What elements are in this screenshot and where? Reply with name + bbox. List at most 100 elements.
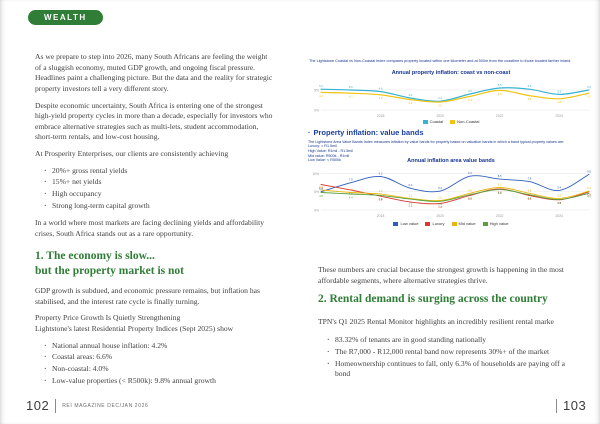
svg-text:3.8: 3.8 (379, 198, 383, 202)
svg-text:3.9: 3.9 (557, 89, 561, 93)
legend-item: Non-Coastal (450, 119, 479, 124)
svg-text:2.8: 2.8 (557, 100, 561, 104)
caption-line: Luxury: > R1.5mil (308, 144, 337, 149)
list-item: 15%+ net yields (44, 177, 274, 188)
caption-line: High Value: R1mil - R1.5mil (308, 148, 354, 153)
svg-text:2018: 2018 (377, 214, 385, 218)
svg-text:3.2: 3.2 (408, 193, 412, 197)
svg-text:4.2: 4.2 (349, 95, 353, 99)
svg-text:9.3: 9.3 (468, 171, 472, 175)
legend-swatch (482, 222, 488, 226)
rental-list: 83.32% of tenants are in good standing n… (318, 335, 582, 380)
legend-item: Mid value (451, 221, 476, 226)
svg-text:4.0: 4.0 (379, 197, 383, 201)
svg-text:4.6: 4.6 (587, 195, 591, 199)
paragraph-opportunity: In a world where most markets are facing… (35, 218, 265, 238)
coastal-index-caption: The Lightstone Coastal vs Non-Coastal In… (309, 59, 572, 63)
chart1-title: Annual property inflation: coast vs non-… (391, 70, 511, 76)
svg-text:4.0: 4.0 (468, 197, 472, 201)
heading-line: 1. The economy is slow... (35, 250, 155, 263)
svg-text:0%: 0% (314, 208, 319, 212)
left-footer: 102 REI MAGAZINE DEC/JAN 2026 (26, 398, 148, 413)
right-footer: 103 (556, 398, 586, 413)
svg-text:4.9: 4.9 (498, 92, 502, 96)
svg-text:0%: 0% (314, 108, 319, 112)
list-item: High occupancy (44, 189, 274, 200)
svg-text:7.8: 7.8 (528, 177, 532, 181)
legend-item: Low value (393, 221, 418, 226)
paragraph-price-growth: Property Price Growth Is Quietly Strengt… (35, 313, 181, 323)
footer-divider (556, 398, 557, 413)
page-number-right: 103 (563, 398, 587, 413)
list-item: Non-coastal: 4.0% (44, 364, 274, 375)
svg-text:2.2: 2.2 (438, 96, 442, 100)
section-1-heading: 1. The economy is slow... but the proper… (35, 249, 274, 278)
list-item: Coastal areas: 6.6% (44, 352, 274, 363)
caption-line: Mid value: R500k - R1mil (308, 153, 350, 158)
chart2-legend: Low value Luxury Mid value High value (310, 221, 592, 226)
list-item: Low-value properties (< R500k): 9.8% ann… (44, 376, 274, 387)
svg-text:9.2: 9.2 (379, 172, 383, 176)
svg-text:4.2: 4.2 (587, 95, 591, 99)
svg-text:4.6: 4.6 (528, 188, 532, 192)
svg-text:2022: 2022 (496, 214, 504, 218)
svg-text:2020: 2020 (436, 114, 444, 118)
left-page-column: As we prepare to step into 2026, many So… (35, 52, 274, 393)
svg-text:5%: 5% (314, 88, 319, 92)
svg-text:2.6: 2.6 (408, 101, 412, 105)
chart1-legend: Coastal Non-Coastal (310, 119, 592, 124)
svg-text:5.0: 5.0 (349, 85, 353, 89)
svg-text:5.2: 5.2 (587, 186, 591, 190)
legend-swatch (393, 222, 399, 226)
svg-text:5.2: 5.2 (438, 186, 442, 190)
svg-text:2.0: 2.0 (438, 103, 442, 107)
paragraph-prosperity: At Prosperity Enterprises, our clients a… (35, 149, 229, 158)
svg-text:2020: 2020 (436, 214, 444, 218)
svg-text:2.9: 2.9 (557, 201, 561, 205)
svg-text:5%: 5% (314, 190, 319, 194)
svg-text:8.5: 8.5 (498, 174, 502, 178)
svg-text:4.4: 4.4 (319, 94, 323, 98)
svg-text:2.6: 2.6 (438, 196, 442, 200)
section-2-heading: 2. Rental demand is surging across the c… (318, 293, 548, 306)
svg-text:7.0: 7.0 (319, 186, 323, 190)
svg-text:2018: 2018 (377, 114, 385, 118)
list-item: 83.32% of tenants are in good standing n… (327, 335, 582, 346)
svg-text:5.4: 5.4 (557, 185, 561, 189)
svg-text:4.2: 4.2 (468, 196, 472, 200)
coast-vs-noncoast-chart: 0% 5% 2018 2020 2022 2024 5.2 5.0 4.6 3.0 2.2 4.0 5.… (314, 83, 591, 118)
page-number-left: 102 (26, 398, 50, 413)
svg-text:5.2: 5.2 (528, 84, 532, 88)
legend-item: Coastal (422, 119, 443, 124)
svg-text:5.5: 5.5 (319, 185, 323, 189)
svg-text:4.6: 4.6 (379, 87, 383, 91)
svg-text:4.8: 4.8 (349, 188, 353, 192)
value-bands-heading: Property inflation: value bands (308, 128, 424, 137)
svg-text:10%: 10% (312, 172, 319, 176)
caption-line: The Lightstone Area Value Bands Index me… (308, 139, 565, 144)
footer-divider (55, 398, 57, 413)
svg-text:4.8: 4.8 (319, 194, 323, 198)
svg-text:2024: 2024 (555, 214, 563, 218)
svg-text:4.0: 4.0 (528, 197, 532, 201)
yields-list: 20%+ gross rental yields 15%+ net yields… (35, 166, 274, 212)
svg-text:4.4: 4.4 (379, 189, 383, 193)
magazine-name: REI MAGAZINE DEC/JAN 2026 (62, 402, 149, 409)
svg-text:9.8: 9.8 (587, 169, 591, 173)
value-bands-caption: The Lightstone Area Value Bands Index me… (308, 140, 592, 164)
svg-text:2.8: 2.8 (557, 201, 561, 205)
svg-text:5.8: 5.8 (498, 190, 502, 194)
svg-text:6.2: 6.2 (498, 182, 502, 186)
paragraph-gdp: GDP growth is subdued, and economic pres… (35, 286, 260, 306)
svg-text:5.0: 5.0 (319, 187, 323, 191)
paragraph-lightstone: Lightstone's latest Residential Property… (35, 324, 234, 333)
svg-text:2.4: 2.4 (438, 203, 442, 207)
paragraph-tpn: TPN's Q1 2025 Rental Monitor highlights … (318, 316, 554, 326)
value-bands-chart: 0% 5% 10% 2018 2020 2022 2024 5.0 7.5 9.2 6.0 5.2 9.… (312, 169, 591, 218)
svg-text:4.4: 4.4 (349, 195, 353, 199)
paragraph-numbers: These numbers are crucial because the st… (318, 265, 564, 285)
wealth-badge: WEALTH (28, 10, 103, 25)
svg-text:5.0: 5.0 (587, 193, 591, 197)
svg-text:3.2: 3.2 (557, 193, 561, 197)
svg-text:3.6: 3.6 (528, 97, 532, 101)
